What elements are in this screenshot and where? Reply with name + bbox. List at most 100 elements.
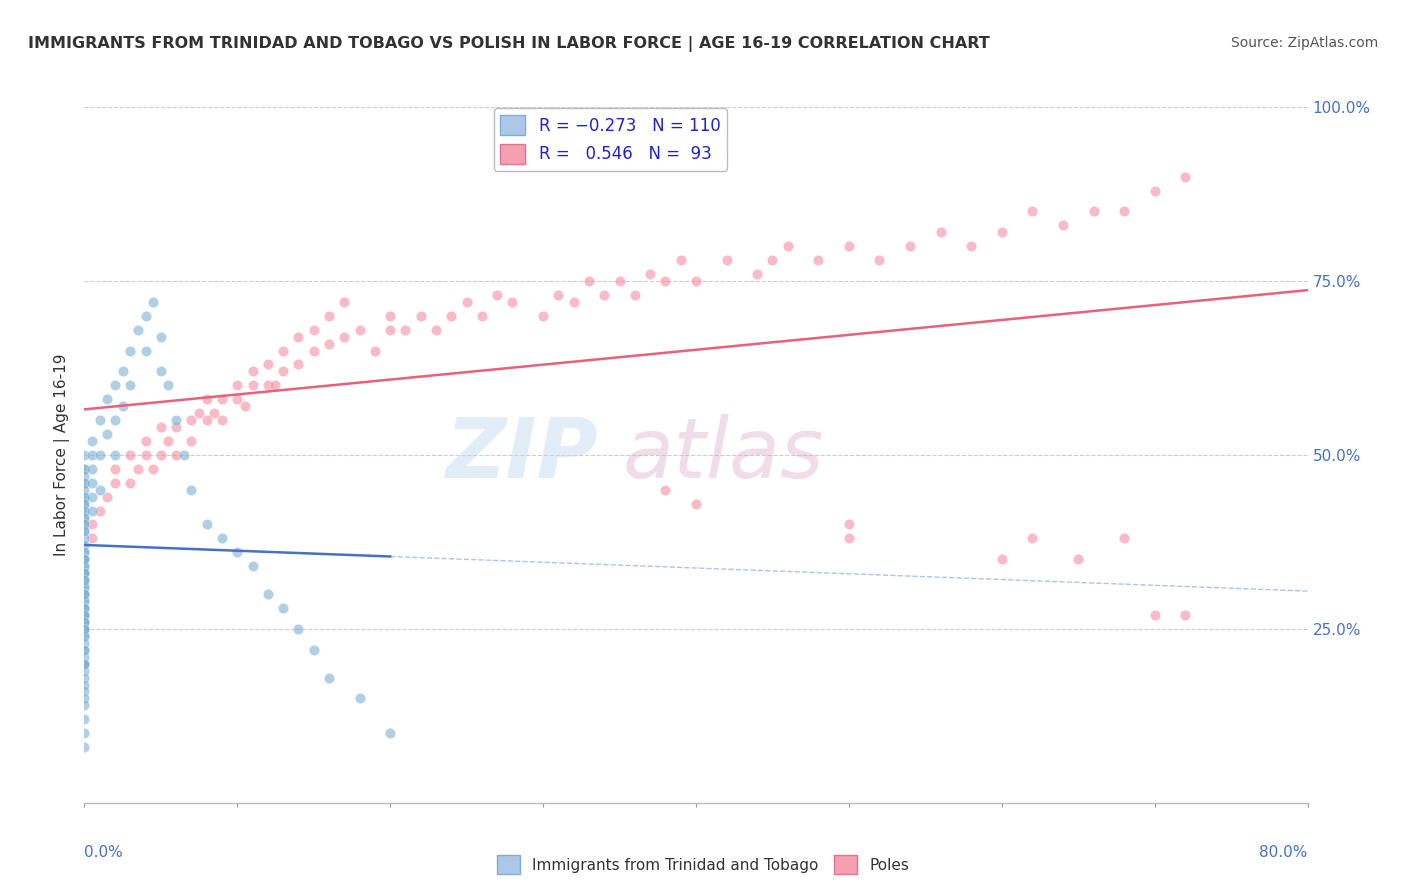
Point bbox=[73, 615, 96, 629]
Point bbox=[195, 517, 218, 532]
Point bbox=[142, 462, 165, 476]
Point bbox=[142, 294, 165, 309]
Point bbox=[685, 274, 707, 288]
Point bbox=[73, 657, 96, 671]
Point bbox=[180, 483, 202, 497]
Point bbox=[669, 253, 692, 268]
Point bbox=[120, 475, 142, 490]
Point bbox=[73, 497, 96, 511]
Point bbox=[776, 239, 799, 253]
Point bbox=[202, 406, 225, 420]
Point bbox=[135, 448, 157, 462]
Point bbox=[73, 510, 96, 524]
Point bbox=[257, 378, 280, 392]
Point bbox=[1052, 219, 1074, 233]
Point bbox=[89, 448, 111, 462]
Point bbox=[89, 413, 111, 427]
Point bbox=[73, 559, 96, 574]
Point bbox=[96, 490, 118, 504]
Point bbox=[638, 267, 661, 281]
Point bbox=[120, 448, 142, 462]
Point bbox=[654, 274, 676, 288]
Point bbox=[73, 615, 96, 629]
Text: atlas: atlas bbox=[623, 415, 824, 495]
Point bbox=[180, 434, 202, 448]
Point bbox=[111, 364, 134, 378]
Point bbox=[73, 607, 96, 622]
Point bbox=[1114, 204, 1136, 219]
Point bbox=[73, 698, 96, 713]
Point bbox=[165, 448, 187, 462]
Point bbox=[991, 225, 1014, 239]
Point bbox=[898, 239, 921, 253]
Point bbox=[127, 462, 149, 476]
Point bbox=[73, 607, 96, 622]
Point bbox=[73, 622, 96, 636]
Point bbox=[380, 323, 402, 337]
Point bbox=[149, 329, 172, 343]
Point bbox=[394, 323, 416, 337]
Point bbox=[73, 664, 96, 678]
Point bbox=[73, 657, 96, 671]
Point bbox=[211, 532, 233, 546]
Point bbox=[73, 587, 96, 601]
Legend: Immigrants from Trinidad and Tobago, Poles: Immigrants from Trinidad and Tobago, Pol… bbox=[491, 849, 915, 880]
Point bbox=[157, 434, 180, 448]
Point bbox=[195, 392, 218, 407]
Point bbox=[73, 622, 96, 636]
Point bbox=[180, 413, 202, 427]
Point bbox=[502, 294, 524, 309]
Point bbox=[73, 566, 96, 581]
Point bbox=[80, 475, 103, 490]
Point bbox=[531, 309, 554, 323]
Point bbox=[127, 323, 149, 337]
Point bbox=[318, 309, 340, 323]
Point bbox=[73, 677, 96, 691]
Point bbox=[1174, 607, 1197, 622]
Point bbox=[380, 309, 402, 323]
Point bbox=[149, 420, 172, 434]
Point bbox=[73, 684, 96, 698]
Point bbox=[73, 642, 96, 657]
Point bbox=[73, 538, 96, 552]
Point bbox=[1021, 204, 1043, 219]
Point bbox=[716, 253, 738, 268]
Point bbox=[73, 587, 96, 601]
Point bbox=[73, 691, 96, 706]
Point bbox=[364, 343, 387, 358]
Point bbox=[685, 497, 707, 511]
Point bbox=[157, 378, 180, 392]
Point bbox=[486, 288, 509, 302]
Point bbox=[73, 629, 96, 643]
Y-axis label: In Labor Force | Age 16-19: In Labor Force | Age 16-19 bbox=[55, 353, 70, 557]
Point bbox=[440, 309, 463, 323]
Point bbox=[135, 434, 157, 448]
Point bbox=[73, 503, 96, 517]
Point bbox=[73, 580, 96, 594]
Point bbox=[1114, 532, 1136, 546]
Point bbox=[226, 545, 249, 559]
Point bbox=[73, 594, 96, 608]
Point bbox=[73, 490, 96, 504]
Point bbox=[869, 253, 891, 268]
Point bbox=[349, 323, 371, 337]
Point bbox=[104, 413, 127, 427]
Point bbox=[302, 642, 325, 657]
Point bbox=[73, 483, 96, 497]
Point bbox=[104, 448, 127, 462]
Point bbox=[242, 559, 264, 574]
Point bbox=[73, 490, 96, 504]
Text: IMMIGRANTS FROM TRINIDAD AND TOBAGO VS POLISH IN LABOR FORCE | AGE 16-19 CORRELA: IMMIGRANTS FROM TRINIDAD AND TOBAGO VS P… bbox=[28, 36, 990, 52]
Point bbox=[73, 532, 96, 546]
Point bbox=[80, 532, 103, 546]
Point bbox=[73, 622, 96, 636]
Point bbox=[120, 378, 142, 392]
Point bbox=[73, 462, 96, 476]
Point bbox=[73, 594, 96, 608]
Point bbox=[188, 406, 211, 420]
Point bbox=[73, 573, 96, 587]
Point bbox=[73, 448, 96, 462]
Point bbox=[120, 343, 142, 358]
Point bbox=[287, 622, 309, 636]
Point bbox=[73, 552, 96, 566]
